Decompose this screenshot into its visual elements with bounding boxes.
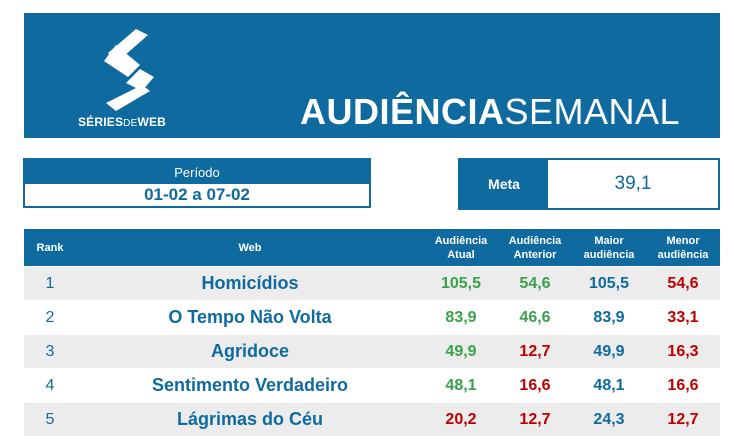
row-anterior: 12,7 [519, 342, 551, 360]
row-menor: 16,6 [667, 376, 699, 394]
row-maior: 49,9 [593, 342, 625, 360]
meta-value: 39,1 [614, 173, 652, 194]
header-maior: Maior audiência [583, 234, 635, 261]
row-web: O Tempo Não Volta [168, 307, 332, 327]
row-rank: 5 [45, 410, 55, 428]
row-maior: 48,1 [593, 376, 625, 394]
row-maior: 105,5 [588, 274, 630, 292]
header-menor: Menor audiência [657, 234, 709, 261]
header-banner: SÉRIESDEWEB AUDIÊNCIASEMANAL [24, 13, 720, 138]
row-web: Lágrimas do Céu [176, 409, 324, 429]
row-menor: 33,1 [667, 308, 699, 326]
row-atual: 20,2 [445, 410, 477, 428]
row-maior: 24,3 [593, 410, 625, 428]
table-header: Rank Web Audiência Atual Audiência Anterio… [24, 229, 720, 266]
period-value: 01-02 a 07-02 [144, 185, 250, 204]
row-rank: 3 [45, 342, 55, 360]
row-maior: 83,9 [593, 308, 625, 326]
logo-wordmark: SÉRIESDEWEB [77, 115, 167, 129]
row-menor: 16,3 [667, 342, 699, 360]
row-rank: 2 [45, 308, 55, 326]
row-anterior: 12,7 [519, 410, 551, 428]
row-menor: 12,7 [667, 410, 699, 428]
meta-box: Meta 39,1 [458, 158, 720, 210]
logo-s-icon [104, 29, 154, 111]
table-row: 3 Agridoce 49,9 12,7 49,9 16,3 [24, 335, 720, 368]
period-label: Período [25, 160, 369, 184]
row-atual: 105,5 [440, 274, 482, 292]
header-web: Web [238, 241, 262, 254]
table-row: 4 Sentimento Verdadeiro 48,1 16,6 48,1 1… [24, 369, 720, 402]
table-row: 1 Homicídios 105,5 54,6 105,5 54,6 [24, 267, 720, 300]
row-atual: 49,9 [445, 342, 477, 360]
header-atual: Audiência Atual [434, 234, 488, 261]
header-rank: Rank [36, 241, 64, 254]
row-anterior: 16,6 [519, 376, 551, 394]
page-title: AUDIÊNCIASEMANAL [300, 91, 681, 132]
row-atual: 48,1 [445, 376, 477, 394]
row-rank: 4 [45, 376, 55, 394]
header-anterior: Audiência Anterior [508, 234, 562, 261]
row-web: Homicídios [201, 273, 299, 293]
meta-label: Meta [460, 160, 548, 208]
row-atual: 83,9 [445, 308, 477, 326]
row-web: Sentimento Verdadeiro [151, 375, 349, 395]
logo: SÉRIESDEWEB [72, 25, 172, 135]
row-menor: 54,6 [667, 274, 699, 292]
period-box: Período 01-02 a 07-02 [23, 158, 371, 208]
table-row: 2 O Tempo Não Volta 83,9 46,6 83,9 33,1 [24, 301, 720, 334]
audience-table: Rank Web Audiência Atual Audiência Anterio… [24, 229, 720, 436]
row-anterior: 46,6 [519, 308, 551, 326]
row-anterior: 54,6 [519, 274, 551, 292]
row-rank: 1 [45, 274, 55, 292]
row-web: Agridoce [210, 341, 289, 361]
table-row: 5 Lágrimas do Céu 20,2 12,7 24,3 12,7 [24, 403, 720, 436]
